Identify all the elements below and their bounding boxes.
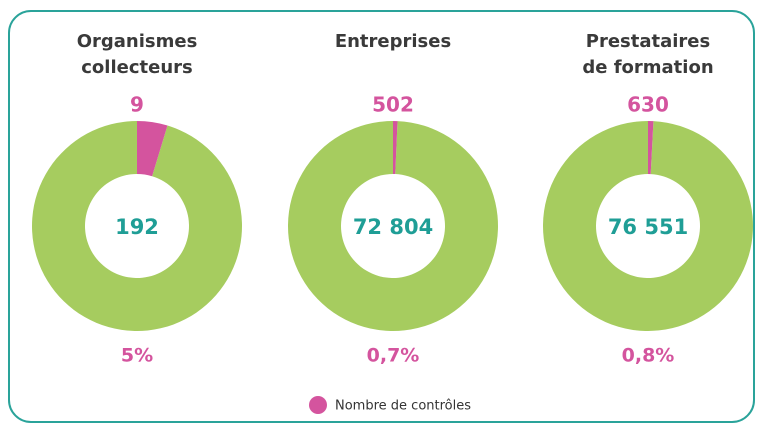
chart-title: Organismes — [77, 31, 198, 52]
controls-label: 630 — [627, 93, 669, 117]
total-label: 192 — [115, 215, 159, 239]
chart-title: de formation — [582, 57, 713, 78]
chart-title: Entreprises — [335, 31, 451, 52]
chart-title: collecteurs — [81, 57, 192, 78]
controls-slice — [648, 121, 654, 175]
total-label: 76 551 — [608, 215, 688, 239]
share-label: 0,8% — [622, 345, 675, 367]
legend-label: Nombre de contrôles — [335, 399, 471, 414]
rest-slice — [542, 121, 753, 331]
controls-slice — [137, 121, 168, 177]
share-label: 0,7% — [367, 345, 420, 367]
controls-slice — [393, 121, 398, 175]
rest-slice — [287, 121, 498, 331]
chart-title: Prestataires — [586, 31, 710, 52]
frame — [8, 10, 755, 423]
controls-label: 9 — [130, 93, 144, 117]
controls-label: 502 — [372, 93, 414, 117]
share-label: 5% — [121, 345, 153, 367]
rest-slice — [32, 121, 242, 331]
total-label: 72 804 — [353, 215, 433, 239]
legend-swatch — [309, 396, 327, 414]
